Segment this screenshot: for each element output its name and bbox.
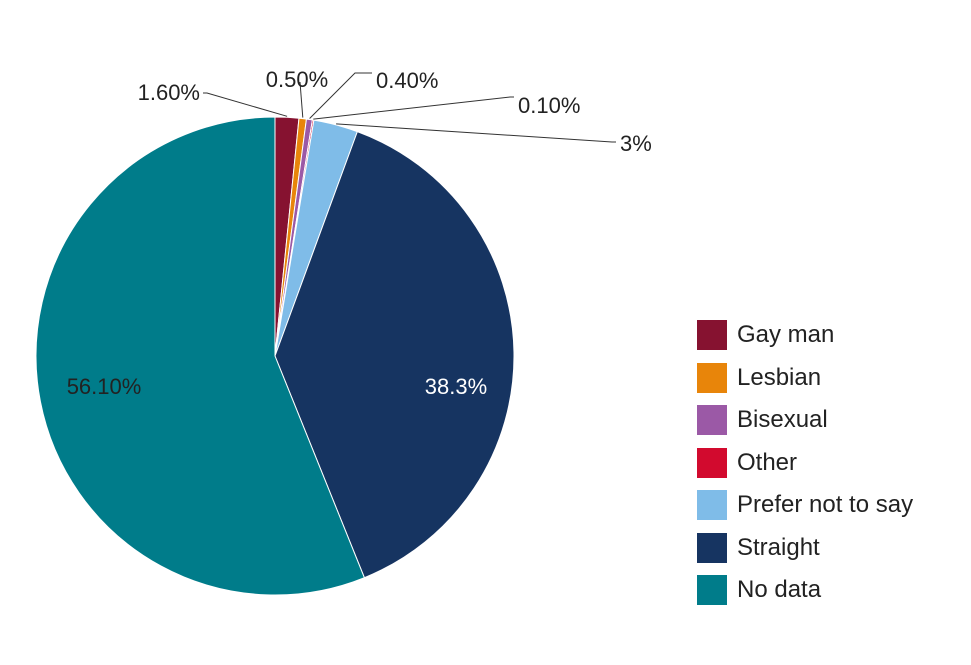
legend-swatch: [697, 447, 727, 478]
legend-item-other: Other: [697, 442, 913, 485]
legend-label: Prefer not to say: [737, 491, 914, 519]
data-label-other: 0.10%: [518, 93, 580, 118]
data-label-prefer-not-to-say: 3%: [620, 131, 652, 156]
legend-swatch: [697, 532, 727, 563]
legend-item-gay-man: Gay man: [697, 314, 913, 357]
leader-line-lesbian: [299, 81, 304, 118]
pie-slice-no-data: [35, 116, 366, 596]
legend-item-prefer-not-to-say: Prefer not to say: [697, 484, 913, 527]
leader-line-bisexual: [309, 72, 372, 119]
legend-label: Gay man: [737, 321, 835, 349]
legend-swatch: [697, 575, 727, 606]
legend-label: Bisexual: [737, 406, 828, 434]
data-label-bisexual: 0.40%: [376, 68, 438, 93]
legend-swatch: [697, 490, 727, 521]
legend-item-lesbian: Lesbian: [697, 357, 913, 400]
data-label-no-data: 56.10%: [67, 374, 142, 399]
legend-item-straight: Straight: [697, 527, 913, 570]
legend: Gay man Lesbian Bisexual Other Prefer not to…: [697, 314, 913, 612]
legend-item-no-data: No data: [697, 569, 913, 612]
pie-slice-straight: [274, 130, 515, 579]
data-label-lesbian: 0.50%: [266, 67, 328, 92]
legend-item-bisexual: Bisexual: [697, 399, 913, 442]
data-label-straight: 38.3%: [425, 374, 487, 399]
legend-swatch: [697, 405, 727, 436]
leader-line-other: [313, 96, 514, 120]
legend-swatch: [697, 362, 727, 393]
data-label-gay-man: 1.60%: [138, 80, 200, 105]
leader-line-gay-man: [203, 92, 288, 117]
legend-label: Lesbian: [737, 363, 822, 391]
legend-label: Other: [737, 448, 798, 476]
legend-swatch: [697, 320, 727, 351]
legend-label: No data: [737, 576, 822, 604]
legend-label: Straight: [737, 533, 820, 561]
leader-line-prefer-not-to-say: [336, 123, 616, 143]
